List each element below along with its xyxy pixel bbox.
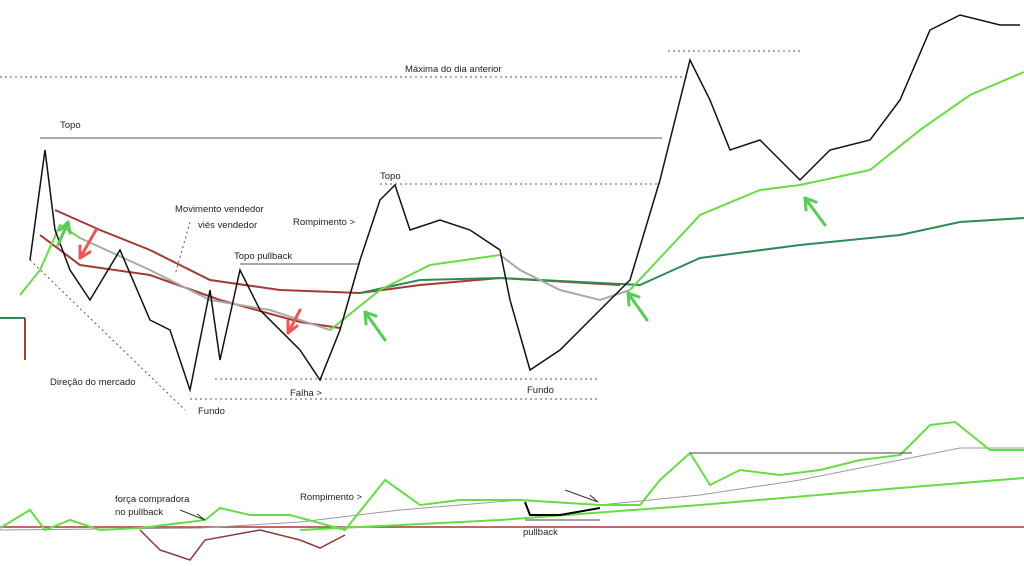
label: Rompimento > [293,217,355,228]
label: Falha > [290,388,322,399]
reference-lines [0,50,800,411]
label: Máxima do dia anterior [405,64,502,75]
label: Direção do mercado [50,377,136,388]
arrows [56,196,827,342]
annotations: Máxima do dia anterior Topo Movimento ve… [50,64,558,538]
moving-averages [0,71,1024,360]
label: no pullback [115,507,163,518]
label: Movimento vendedor [175,204,264,215]
label: Rompimento > [300,492,362,503]
price-line [29,14,1020,393]
label: viés vendedor [198,220,257,231]
label: Topo [60,120,81,131]
label: pullback [523,527,558,538]
label: Fundo [527,385,554,396]
label: Topo [380,171,401,182]
label: Fundo [198,406,225,417]
label: Topo pullback [234,251,292,262]
label: força compradora [115,494,190,505]
oscillator [0,420,1024,561]
